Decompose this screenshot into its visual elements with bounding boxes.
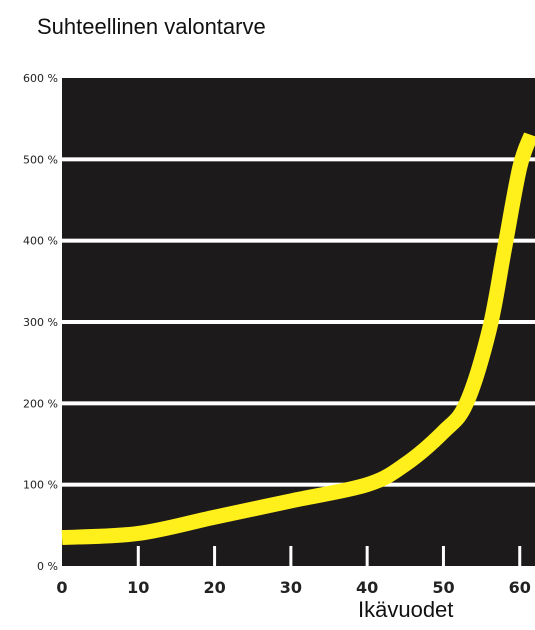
x-tick-label: 60 xyxy=(509,578,531,597)
x-tick-mark xyxy=(365,546,369,566)
x-tick-mark xyxy=(441,546,445,566)
y-tick-label: 300 % xyxy=(23,316,58,329)
gridline xyxy=(62,482,535,487)
y-tick-label: 200 % xyxy=(23,397,58,410)
gridline xyxy=(62,238,535,243)
x-tick-mark xyxy=(136,546,140,566)
gridline xyxy=(62,401,535,406)
y-tick-label: 600 % xyxy=(23,72,58,85)
x-tick-label: 30 xyxy=(280,578,302,597)
x-tick-mark xyxy=(289,546,293,566)
y-tick-label: 100 % xyxy=(23,479,58,492)
x-tick-label: 20 xyxy=(203,578,225,597)
x-tick-label: 0 xyxy=(56,578,67,597)
x-axis-label: Ikävuodet xyxy=(358,597,454,622)
y-tick-label: 500 % xyxy=(23,153,58,166)
series-line xyxy=(61,132,535,546)
x-tick-label: 50 xyxy=(432,578,454,597)
x-tick-mark xyxy=(213,546,217,566)
x-tick-mark xyxy=(518,546,522,566)
y-tick-label: 400 % xyxy=(23,235,58,248)
x-tick-label: 10 xyxy=(127,578,149,597)
x-tick-label: 40 xyxy=(356,578,378,597)
gridline xyxy=(62,157,535,162)
chart-title: Suhteellinen valontarve xyxy=(37,14,266,39)
y-tick-label: 0 % xyxy=(37,560,58,573)
gridline xyxy=(62,320,535,324)
